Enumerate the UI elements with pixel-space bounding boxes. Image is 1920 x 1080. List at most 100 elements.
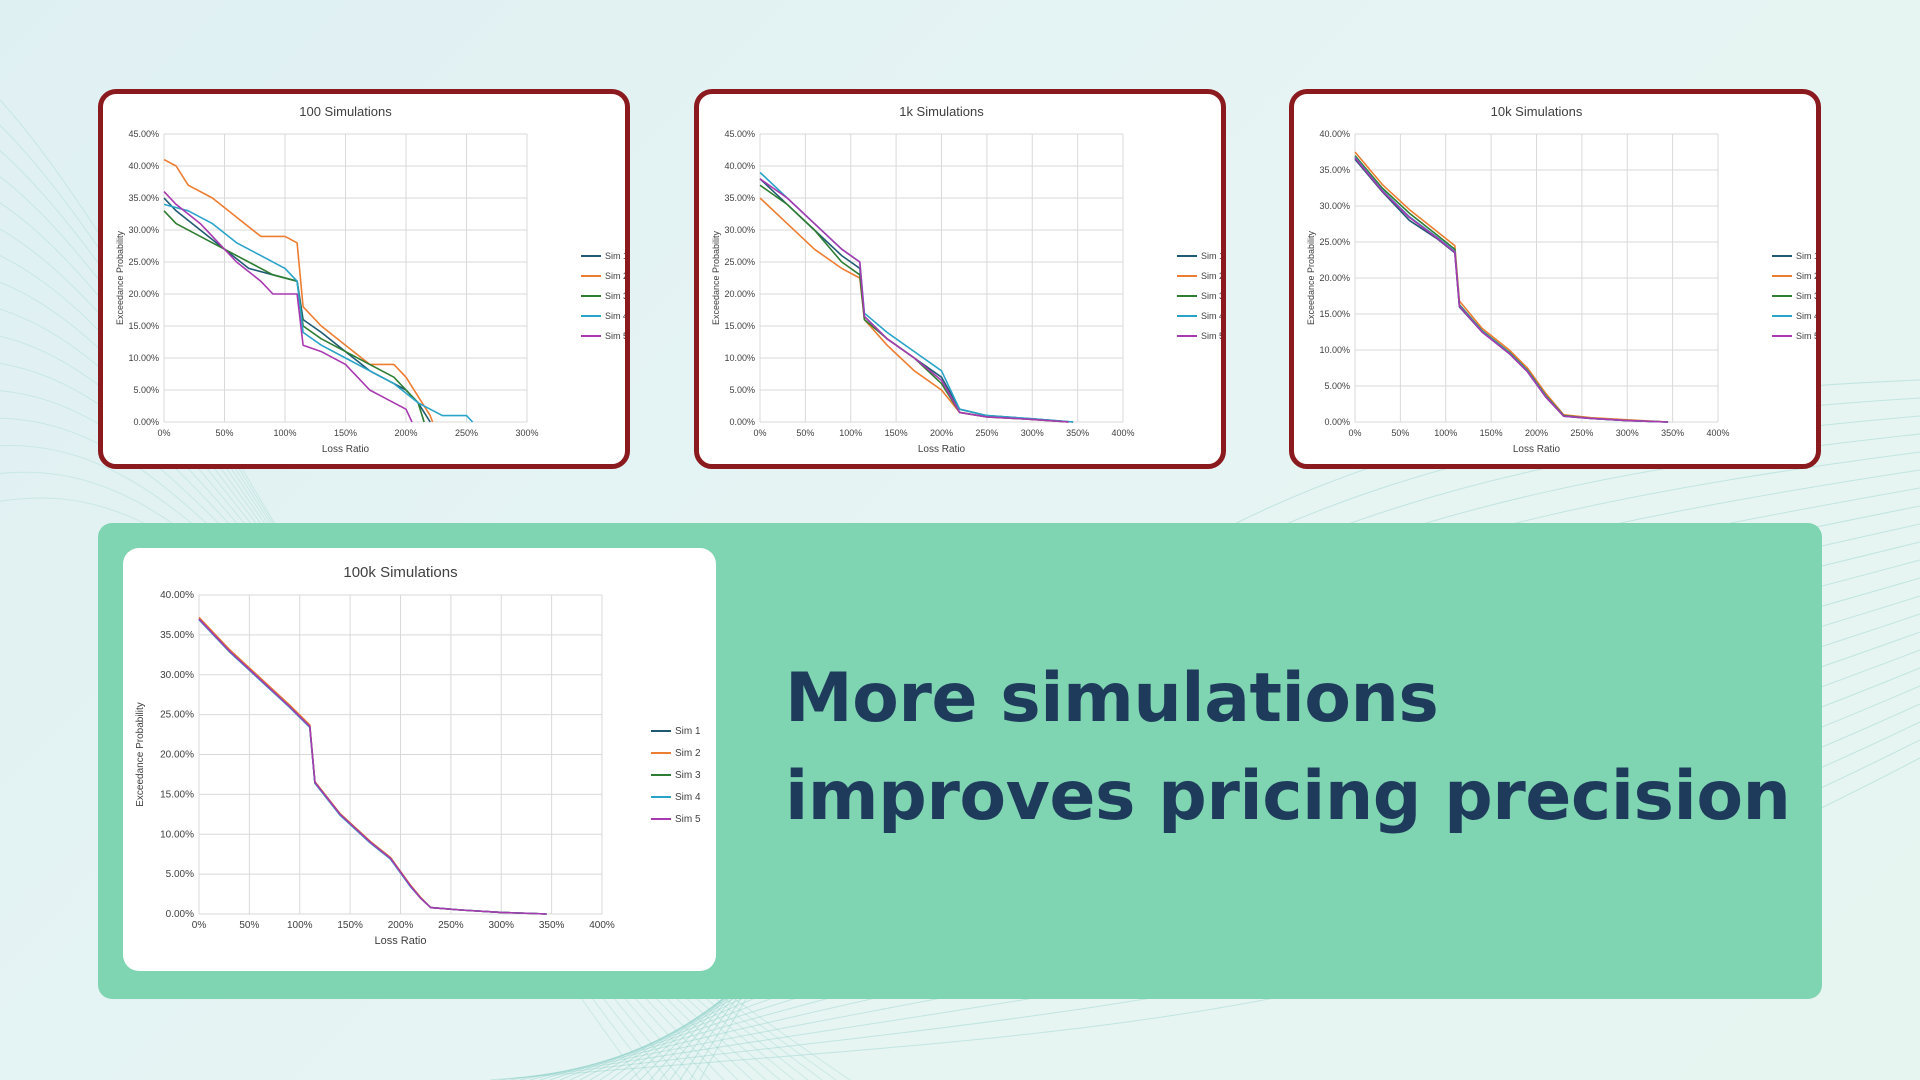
y-axis-label: Exceedance Probability bbox=[1306, 230, 1316, 325]
series-line-sim-5 bbox=[163, 191, 413, 423]
x-tick-label: 50% bbox=[796, 428, 814, 438]
headline: More simulations improves pricing precis… bbox=[785, 650, 1835, 846]
headline-line-1: More simulations bbox=[785, 659, 1439, 738]
x-tick-label: 200% bbox=[1525, 428, 1548, 438]
legend-label-sim-1: Sim 1 bbox=[605, 251, 625, 261]
legend-label-sim-5: Sim 5 bbox=[605, 331, 625, 341]
x-tick-label: 200% bbox=[394, 428, 417, 438]
x-tick-label: 400% bbox=[589, 920, 615, 931]
y-tick-label: 35.00% bbox=[1319, 165, 1350, 175]
x-tick-label: 350% bbox=[1661, 428, 1684, 438]
legend-label-sim-2: Sim 2 bbox=[605, 271, 625, 281]
chart-1k-simulations: 1k Simulations 0.00% 5.00% 10.00% 15.00% 20.0… bbox=[711, 104, 1221, 455]
y-tick-label: 30.00% bbox=[724, 225, 755, 235]
legend-label-sim-3: Sim 3 bbox=[1796, 291, 1816, 301]
legend-label-sim-3: Sim 3 bbox=[1201, 291, 1221, 301]
series-line-sim-4 bbox=[759, 171, 1074, 423]
series-line-sim-5 bbox=[1354, 157, 1669, 423]
y-tick-label: 10.00% bbox=[160, 829, 194, 840]
x-tick-label: 100% bbox=[1434, 428, 1457, 438]
chart-title: 100k Simulations bbox=[343, 564, 457, 581]
legend-label-sim-4: Sim 4 bbox=[605, 311, 625, 321]
chart-title: 1k Simulations bbox=[899, 104, 984, 119]
series-line-sim-3 bbox=[1354, 155, 1669, 423]
series-line-sim-2 bbox=[163, 158, 434, 423]
y-tick-label: 5.00% bbox=[133, 385, 159, 395]
x-axis-label: Loss Ratio bbox=[375, 935, 427, 947]
chart-10k-simulations: 10k Simulations 0.00% 5.00% 10.00% 15.00% 20.… bbox=[1306, 104, 1816, 455]
y-tick-label: 25.00% bbox=[1319, 237, 1350, 247]
series-line-sim-2 bbox=[1354, 151, 1669, 423]
x-tick-label: 350% bbox=[539, 920, 565, 931]
y-tick-label: 35.00% bbox=[724, 193, 755, 203]
y-tick-label: 15.00% bbox=[724, 321, 755, 331]
y-tick-label: 0.00% bbox=[1324, 417, 1350, 427]
x-tick-label: 300% bbox=[515, 428, 538, 438]
series-line-sim-3 bbox=[198, 618, 547, 915]
series-line-sim-5 bbox=[759, 178, 1069, 423]
chart-title: 100 Simulations bbox=[299, 104, 392, 119]
y-tick-label: 20.00% bbox=[128, 289, 159, 299]
y-tick-label: 30.00% bbox=[128, 225, 159, 235]
series-line-sim-4 bbox=[1354, 156, 1669, 423]
series-line-sim-1 bbox=[759, 178, 1074, 423]
x-axis-label: Loss Ratio bbox=[322, 444, 370, 455]
x-tick-label: 0% bbox=[157, 428, 170, 438]
chart-card-100-simulations: 100 Simulations 0.00% 5.00% 10.00% 15.00% 20.… bbox=[98, 89, 630, 469]
x-tick-label: 250% bbox=[1570, 428, 1593, 438]
series-line-sim-1 bbox=[1354, 158, 1669, 423]
y-tick-label: 35.00% bbox=[160, 630, 194, 641]
legend-label-sim-4: Sim 4 bbox=[1201, 311, 1221, 321]
y-tick-label: 20.00% bbox=[1319, 273, 1350, 283]
y-tick-label: 30.00% bbox=[160, 670, 194, 681]
legend-label-sim-4: Sim 4 bbox=[675, 792, 701, 803]
y-tick-label: 25.00% bbox=[128, 257, 159, 267]
y-axis-label: Exceedance Probability bbox=[135, 702, 146, 807]
y-tick-label: 10.00% bbox=[724, 353, 755, 363]
x-tick-label: 50% bbox=[239, 920, 259, 931]
x-tick-label: 50% bbox=[1391, 428, 1409, 438]
chart-100-simulations: 100 Simulations 0.00% 5.00% 10.00% 15.00% 20.… bbox=[115, 104, 625, 455]
y-tick-label: 40.00% bbox=[128, 161, 159, 171]
y-tick-label: 5.00% bbox=[1324, 381, 1350, 391]
chart-100k-simulations: 100k Simulations 0.00% 5.00% 10.00% 15.00% 20… bbox=[135, 564, 701, 947]
x-tick-label: 150% bbox=[1480, 428, 1503, 438]
y-tick-label: 15.00% bbox=[128, 321, 159, 331]
x-tick-label: 300% bbox=[488, 920, 514, 931]
legend-label-sim-3: Sim 3 bbox=[605, 291, 625, 301]
x-tick-label: 100% bbox=[273, 428, 296, 438]
x-tick-label: 150% bbox=[885, 428, 908, 438]
y-tick-label: 0.00% bbox=[166, 909, 194, 920]
x-tick-label: 400% bbox=[1706, 428, 1729, 438]
x-tick-label: 150% bbox=[337, 920, 363, 931]
y-tick-label: 20.00% bbox=[160, 750, 194, 761]
y-tick-label: 5.00% bbox=[166, 869, 194, 880]
series-line-sim-5 bbox=[198, 618, 547, 915]
y-axis-label: Exceedance Probability bbox=[115, 230, 125, 325]
chart-card-100k-simulations: 100k Simulations 0.00% 5.00% 10.00% 15.00% 20… bbox=[123, 548, 716, 971]
legend-label-sim-1: Sim 1 bbox=[1201, 251, 1221, 261]
y-tick-label: 15.00% bbox=[160, 789, 194, 800]
x-tick-label: 150% bbox=[334, 428, 357, 438]
legend-label-sim-2: Sim 2 bbox=[1201, 271, 1221, 281]
y-tick-label: 40.00% bbox=[1319, 129, 1350, 139]
y-tick-label: 0.00% bbox=[133, 417, 159, 427]
x-tick-label: 0% bbox=[1348, 428, 1361, 438]
y-tick-label: 40.00% bbox=[160, 590, 194, 601]
y-tick-label: 25.00% bbox=[160, 710, 194, 721]
series-line-sim-4 bbox=[198, 619, 547, 915]
series-line-sim-1 bbox=[163, 197, 431, 423]
y-tick-label: 35.00% bbox=[128, 193, 159, 203]
y-tick-label: 10.00% bbox=[128, 353, 159, 363]
legend-label-sim-2: Sim 2 bbox=[1796, 271, 1816, 281]
legend-label-sim-4: Sim 4 bbox=[1796, 311, 1816, 321]
legend-label-sim-5: Sim 5 bbox=[675, 814, 701, 825]
y-tick-label: 5.00% bbox=[729, 385, 755, 395]
series-line-sim-2 bbox=[759, 197, 1069, 423]
x-tick-label: 250% bbox=[975, 428, 998, 438]
x-tick-label: 300% bbox=[1616, 428, 1639, 438]
y-tick-label: 15.00% bbox=[1319, 309, 1350, 319]
x-axis-label: Loss Ratio bbox=[1513, 444, 1561, 455]
x-tick-label: 300% bbox=[1021, 428, 1044, 438]
y-tick-label: 45.00% bbox=[724, 129, 755, 139]
